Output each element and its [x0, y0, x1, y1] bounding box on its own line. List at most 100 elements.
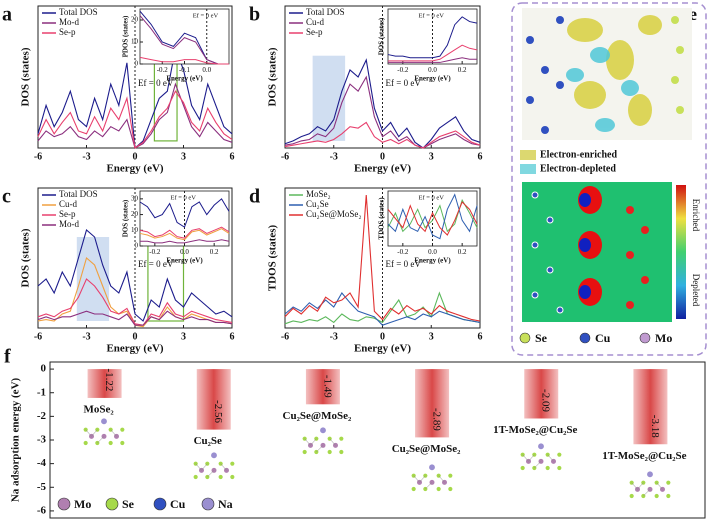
structure: [411, 464, 453, 492]
x-tick-label: 6: [478, 151, 483, 162]
y-axis-label: DOS (states): [20, 228, 32, 287]
x-tick-label: 3: [181, 331, 186, 342]
category-label: Cu₂Se: [194, 435, 222, 447]
legend-label: Total DOS: [59, 189, 98, 199]
value-label: -2.09: [540, 389, 552, 412]
legend-marker: [105, 497, 119, 511]
x-tick-label: -3: [82, 331, 90, 342]
y-tick-label: 10: [131, 38, 139, 46]
y-tick-label: -3: [37, 434, 47, 446]
legend-marker: [579, 332, 591, 344]
legend-label: Mo: [74, 497, 91, 511]
x-tick-label: -0.1: [179, 66, 191, 74]
x-axis-label: Energy (eV): [414, 256, 451, 264]
panel-label: d: [249, 186, 260, 208]
charge-lobes: [567, 15, 662, 126]
x-tick-label: 0.2: [458, 248, 467, 256]
structure: [629, 471, 671, 499]
legend-marker: [201, 497, 215, 511]
y-tick-label: 30: [131, 194, 139, 202]
value-label: -3.18: [649, 415, 661, 438]
panel-label: c: [2, 186, 11, 208]
legend-label: Na: [218, 497, 233, 511]
legend-label: Total DOS: [306, 7, 345, 17]
inset-frame: [139, 8, 230, 65]
y-tick-label: 10: [131, 226, 139, 234]
y-tick-label: -2: [37, 410, 47, 422]
x-tick-label: 3: [429, 151, 434, 162]
x-tick-label: 6: [230, 331, 235, 342]
y-axis-label: DOS (states): [122, 199, 130, 237]
cu-atoms: [526, 16, 564, 134]
x-tick-label: 3: [181, 151, 186, 162]
x-axis-label: Energy (eV): [106, 343, 163, 355]
x-axis-label: Energy (eV): [106, 163, 163, 175]
structure: [193, 452, 235, 480]
panel-label: b: [249, 4, 260, 26]
y-tick-label: 20: [131, 210, 139, 218]
x-tick-label: -3: [82, 151, 90, 162]
annotation: Ef = 0 eV: [386, 259, 422, 269]
y-tick-label: -4: [37, 457, 47, 469]
series-line: [284, 194, 481, 322]
series-line: [139, 15, 229, 65]
value-label: -1.22: [103, 368, 115, 391]
series-line: [139, 56, 229, 65]
legend-label: Se-p: [306, 27, 323, 37]
value-label: -2.89: [431, 408, 443, 431]
category-label: MoSe₂: [83, 403, 114, 415]
x-tick-label: 3: [429, 331, 434, 342]
value-label: -2.56: [212, 400, 224, 423]
x-axis-label: Energy (eV): [354, 343, 411, 355]
y-tick-label: 0: [41, 363, 47, 375]
y-axis-label: TDOS (states): [378, 197, 386, 240]
y-axis-label: PDOS (states): [122, 15, 130, 57]
category-label: Cu₂Se@MoSe₂: [283, 410, 352, 422]
series-line: [387, 198, 478, 233]
legend-swatch: [520, 164, 536, 174]
x-tick-label: 0: [380, 331, 385, 342]
series-line: [284, 75, 481, 149]
panel-e: e Electron-enriched Electron-depleted En…: [511, 2, 707, 356]
se-atoms: [671, 16, 684, 114]
x-tick-label: 0.0: [180, 248, 189, 256]
x-axis-label: Energy (eV): [166, 74, 203, 82]
structure-image: [522, 8, 692, 140]
x-tick-label: 6: [230, 151, 235, 162]
annotation: Ef = 0 eV: [419, 194, 445, 201]
series-line: [37, 278, 233, 326]
x-tick-label: 0: [133, 151, 138, 162]
y-tick-label: 20: [131, 16, 139, 24]
x-tick-label: -0.2: [397, 66, 409, 74]
annotation: Ef = 0 eV: [386, 78, 422, 88]
legend-label: Se: [535, 331, 548, 345]
x-tick-label: -3: [330, 331, 338, 342]
x-tick-label: 0.2: [210, 248, 219, 256]
y-axis-label: Na adsorption energy (eV): [10, 377, 22, 502]
legend-label: Electron-enriched: [540, 149, 617, 160]
annotation: Ef = 0 eV: [419, 12, 445, 19]
legend-label: Cu-d: [306, 17, 325, 27]
series-line: [37, 90, 233, 149]
series-line: [139, 198, 230, 228]
panel-label: a: [2, 4, 12, 26]
panel-label: f: [4, 346, 11, 368]
x-tick-label: 0.0: [428, 248, 437, 256]
legend-label: Cu: [170, 497, 186, 511]
category-label: 1T-MoSe₂@Cu₂Se: [602, 450, 686, 462]
legend-label: Se: [122, 497, 135, 511]
legend-marker: [639, 332, 651, 344]
x-tick-label: -0.2: [157, 66, 169, 74]
x-tick-label: 0.0: [428, 66, 437, 74]
legend-label: Mo-d: [59, 17, 79, 27]
series-line: [140, 239, 230, 244]
legend-marker: [519, 332, 531, 344]
legend-label: Se-p: [59, 209, 76, 219]
category-label: Cu₂Se@MoSe₂: [392, 443, 461, 455]
series-line: [284, 121, 481, 149]
legend-label: Mo-d: [59, 219, 79, 229]
series-line: [139, 226, 230, 239]
legend-label: Electron-depleted: [540, 163, 616, 174]
y-axis-label: DOS (states): [20, 47, 32, 106]
